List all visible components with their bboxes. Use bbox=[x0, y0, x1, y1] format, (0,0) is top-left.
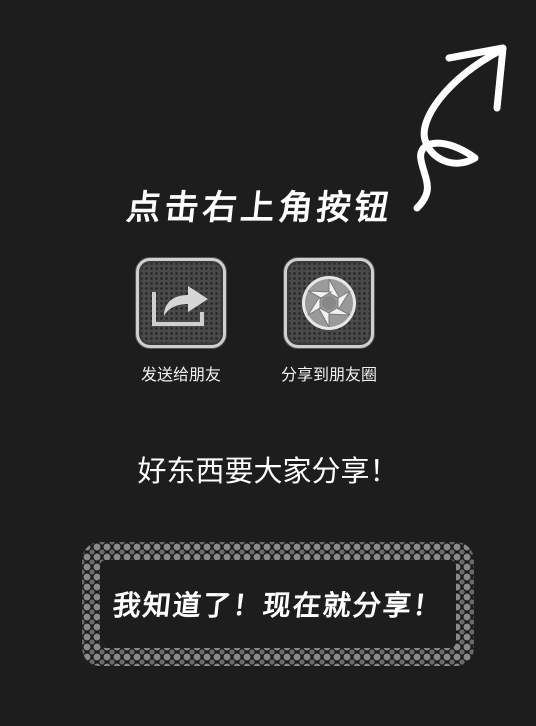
send-to-friend-option: 发送给朋友 bbox=[106, 258, 256, 385]
confirm-button-panel: 我知道了！现在就分享！ bbox=[100, 560, 456, 648]
confirm-button-label: 我知道了！现在就分享！ bbox=[111, 589, 445, 622]
share-arrow-icon bbox=[136, 258, 226, 348]
curved-arrow-icon bbox=[413, 44, 507, 212]
share-to-moments-option: 分享到朋友圈 bbox=[254, 258, 404, 385]
share-to-moments-label: 分享到朋友圈 bbox=[280, 365, 377, 384]
confirm-share-button[interactable]: 我知道了！现在就分享！ bbox=[82, 542, 474, 666]
tagline: 好东西要大家分享！ bbox=[137, 454, 399, 488]
instruction-title: 点击右上角按钮 bbox=[124, 188, 395, 228]
camera-shutter-icon bbox=[284, 258, 374, 348]
send-to-friend-label: 发送给朋友 bbox=[140, 365, 221, 384]
